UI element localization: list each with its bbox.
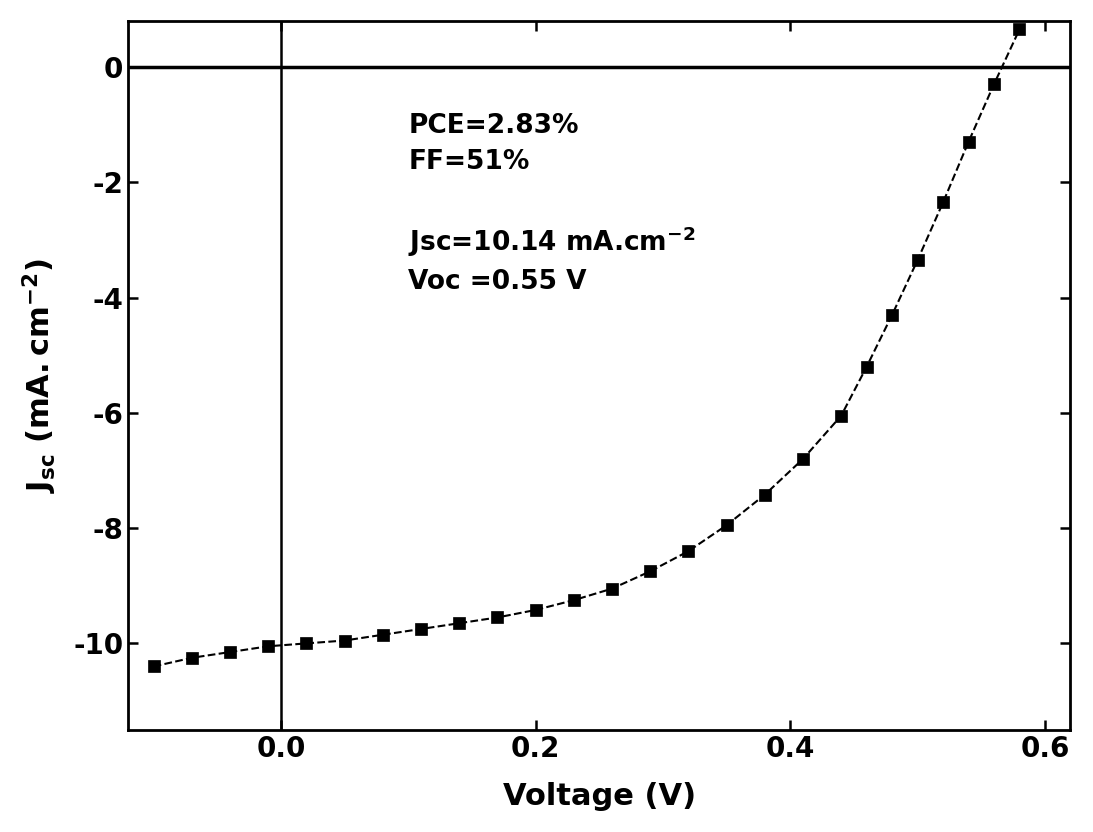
Text: PCE=2.83%
FF=51%

Jsc=10.14 mA.cm$^{-2}$
Voc =0.55 V: PCE=2.83% FF=51% Jsc=10.14 mA.cm$^{-2}$ … <box>409 113 695 295</box>
X-axis label: Voltage (V): Voltage (V) <box>503 782 696 811</box>
Y-axis label: $\mathbf{J_{sc}}$ $\mathbf{(mA.cm^{-2})}$: $\mathbf{J_{sc}}$ $\mathbf{(mA.cm^{-2})}… <box>21 258 59 493</box>
